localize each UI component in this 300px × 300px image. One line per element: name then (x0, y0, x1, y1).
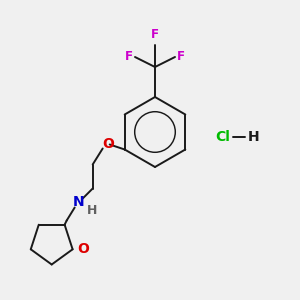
Text: F: F (125, 50, 133, 62)
Text: F: F (151, 28, 159, 41)
Text: F: F (177, 50, 185, 62)
Text: O: O (78, 242, 89, 256)
Text: N: N (73, 196, 85, 209)
Text: Cl: Cl (215, 130, 230, 144)
Text: H: H (248, 130, 260, 144)
Text: H: H (86, 204, 97, 217)
Text: O: O (102, 137, 114, 152)
